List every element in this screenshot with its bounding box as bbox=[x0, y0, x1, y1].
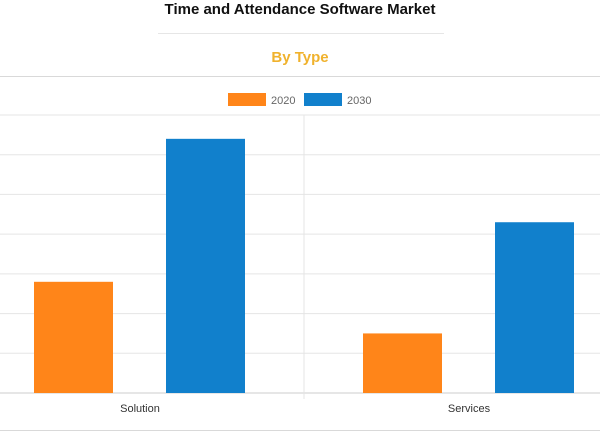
legend-swatch-2030 bbox=[304, 93, 342, 106]
legend-label-2030: 2030 bbox=[347, 95, 371, 107]
legend-label-2020: 2020 bbox=[271, 95, 295, 107]
chart-frame bbox=[0, 76, 600, 431]
bar-2020-services[interactable] bbox=[363, 333, 442, 393]
chart-title: Time and Attendance Software Market bbox=[164, 1, 436, 18]
bar-2020-solution[interactable] bbox=[34, 281, 113, 393]
title-divider bbox=[158, 33, 444, 34]
x-tick-label: Services bbox=[448, 403, 491, 415]
legend: 2020 2030 bbox=[228, 93, 371, 107]
chart-subtitle: By Type bbox=[271, 49, 329, 66]
bar-2030-solution[interactable] bbox=[166, 138, 245, 393]
axis-layer: Solution Services bbox=[120, 403, 490, 415]
x-tick-label: Solution bbox=[120, 403, 160, 415]
legend-swatch-2020 bbox=[228, 93, 266, 106]
bar-2030-services[interactable] bbox=[495, 222, 574, 393]
bar-layer bbox=[34, 138, 574, 393]
